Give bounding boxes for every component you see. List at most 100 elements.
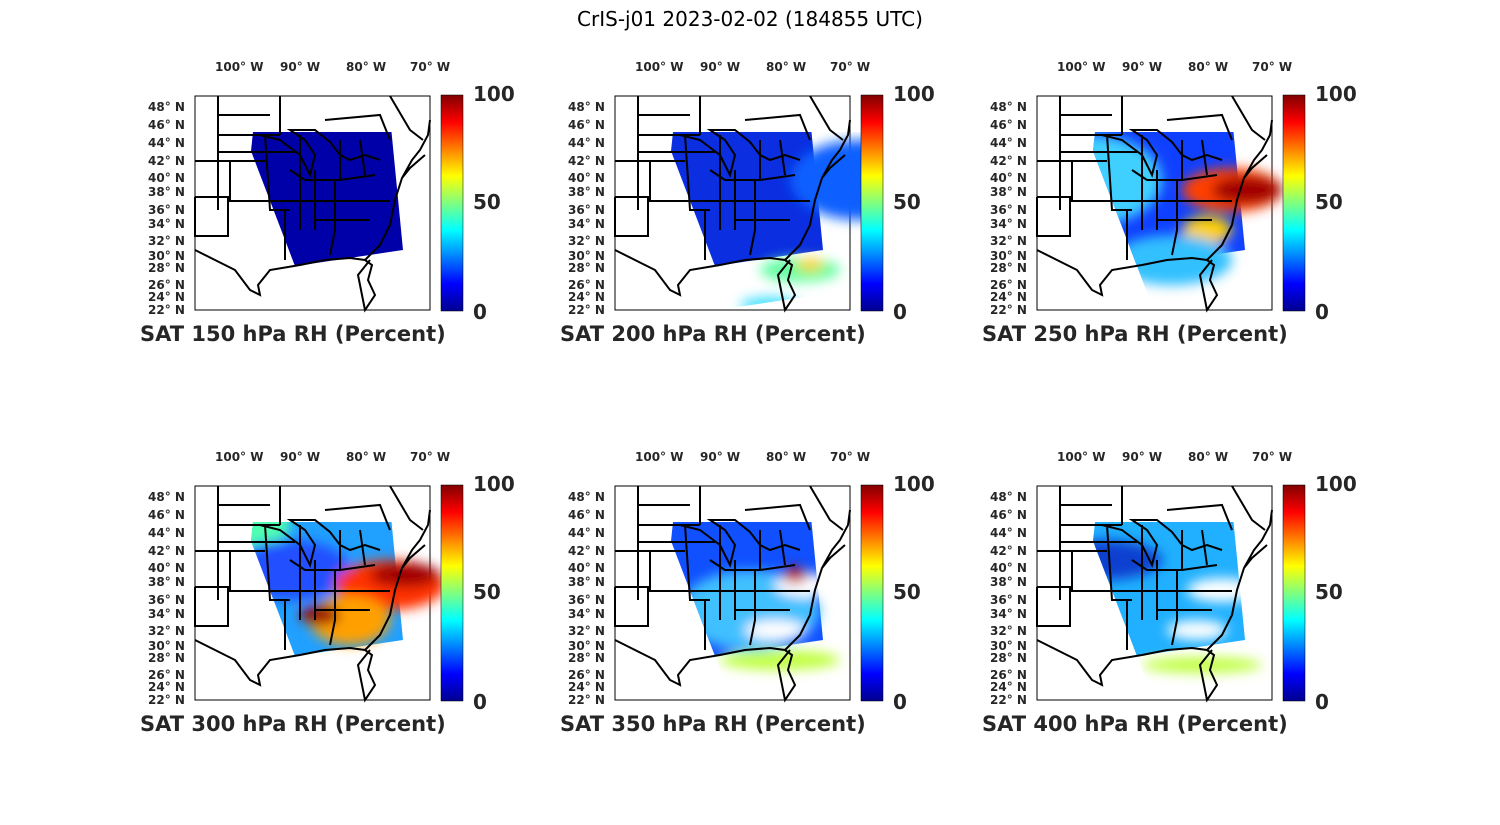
state-borders: [194, 96, 391, 260]
map-plot: [1036, 484, 1306, 703]
lat-tick-label: 24° N: [568, 290, 605, 304]
rh-region: [251, 522, 290, 560]
rh-region: [1093, 135, 1162, 225]
lat-tick-label: 28° N: [990, 651, 1027, 665]
lat-tick-label: 30° N: [568, 639, 605, 653]
lat-tick-label: 34° N: [148, 217, 185, 231]
colorbar-tick-label: 100: [1315, 82, 1357, 106]
panel-title: SAT 200 hPa RH (Percent): [560, 322, 866, 346]
state-boundaries: [194, 95, 431, 313]
lat-tick-label: 48° N: [568, 490, 605, 504]
lon-tick-label: 100° W: [635, 60, 684, 74]
lat-tick-label: 22° N: [148, 693, 185, 707]
colorbar-tick-label: 0: [473, 300, 487, 324]
colorbar-tick-label: 0: [1315, 300, 1329, 324]
lat-tick-label: 36° N: [990, 593, 1027, 607]
lat-tick-label: 30° N: [990, 639, 1027, 653]
lat-tick-label: 34° N: [990, 607, 1027, 621]
colorbar: [1282, 484, 1306, 702]
map-panel-200: 100° W 90° W 80° W 70° W 48° N 46° N 44° N 42° …: [560, 60, 980, 360]
lat-tick-label: 42° N: [148, 154, 185, 168]
lat-tick-label: 26° N: [990, 668, 1027, 682]
lat-tick-label: 30° N: [568, 249, 605, 263]
lat-tick-label: 26° N: [148, 668, 185, 682]
figure-title: CrIS-j01 2023-02-02 (184855 UTC): [577, 7, 923, 31]
lat-tick-label: 40° N: [148, 171, 185, 185]
lat-tick-label: 44° N: [568, 526, 605, 540]
lat-tick-label: 46° N: [148, 508, 185, 522]
colorbar-tick-label: 50: [1315, 580, 1343, 604]
state-borders: [614, 96, 811, 260]
lat-tick-label: 44° N: [148, 136, 185, 150]
lat-tick-label: 46° N: [990, 118, 1027, 132]
lon-tick-label: 70° W: [410, 450, 451, 464]
panel-title: SAT 250 hPa RH (Percent): [982, 322, 1288, 346]
lat-tick-label: 48° N: [568, 100, 605, 114]
lat-tick-label: 26° N: [568, 278, 605, 292]
lat-tick-label: 34° N: [148, 607, 185, 621]
state-boundaries: [1036, 485, 1273, 703]
lat-tick-label: 28° N: [990, 261, 1027, 275]
lat-tick-label: 32° N: [568, 624, 605, 638]
coastline: [194, 95, 431, 313]
lat-tick-label: 42° N: [148, 544, 185, 558]
rh-region: [796, 259, 824, 271]
lat-tick-label: 42° N: [990, 544, 1027, 558]
rh-region: [790, 140, 878, 220]
lat-tick-label: 40° N: [568, 561, 605, 575]
lat-tick-label: 42° N: [568, 544, 605, 558]
lon-tick-label: 80° W: [1188, 60, 1229, 74]
lat-tick-label: 32° N: [148, 234, 185, 248]
lat-tick-label: 28° N: [568, 261, 605, 275]
state-borders: [614, 486, 811, 650]
lat-tick-label: 38° N: [568, 575, 605, 589]
lat-tick-label: 40° N: [990, 171, 1027, 185]
lat-tick-label: 36° N: [148, 593, 185, 607]
map-panel-250: 100° W 90° W 80° W 70° W 48° N 46° N 44° N 42° …: [982, 60, 1402, 360]
map-panel-150: 100° W 90° W 80° W 70° W 48° N 46° N 44° N 42° …: [140, 60, 560, 360]
lat-tick-label: 34° N: [568, 607, 605, 621]
lat-tick-label: 24° N: [568, 680, 605, 694]
lat-tick-label: 28° N: [148, 261, 185, 275]
lat-tick-label: 30° N: [148, 249, 185, 263]
state-borders: [1036, 486, 1233, 650]
coastline: [614, 95, 851, 313]
state-borders: [194, 486, 391, 650]
lat-tick-label: 26° N: [990, 278, 1027, 292]
colorbar-tick-label: 0: [893, 690, 907, 714]
lat-tick-label: 34° N: [568, 217, 605, 231]
lon-tick-label: 90° W: [280, 60, 321, 74]
lat-tick-label: 46° N: [568, 118, 605, 132]
map-panel-300: 100° W 90° W 80° W 70° W 48° N 46° N 44° N 42° …: [140, 450, 560, 750]
map-axes: [614, 485, 851, 703]
lon-tick-label: 80° W: [346, 450, 387, 464]
lon-tick-label: 100° W: [215, 450, 264, 464]
map-plot: [194, 94, 464, 313]
map-axes: [194, 95, 431, 313]
coastline: [194, 485, 431, 703]
lat-tick-label: 48° N: [148, 100, 185, 114]
lat-tick-label: 46° N: [568, 508, 605, 522]
map-axes: [1036, 95, 1282, 313]
lat-tick-label: 36° N: [568, 203, 605, 217]
rh-region: [745, 620, 805, 640]
lon-tick-label: 90° W: [280, 450, 321, 464]
panel-title: SAT 400 hPa RH (Percent): [982, 712, 1288, 736]
lat-tick-label: 38° N: [990, 575, 1027, 589]
state-borders: [1036, 96, 1233, 260]
lon-tick-label: 80° W: [1188, 450, 1229, 464]
map-panel-400: 100° W 90° W 80° W 70° W 48° N 46° N 44° N 42° …: [982, 450, 1402, 750]
lat-tick-label: 48° N: [148, 490, 185, 504]
coastline: [1036, 485, 1273, 703]
map-plot: [194, 484, 464, 703]
colorbar-tick-label: 100: [473, 472, 515, 496]
lat-tick-label: 48° N: [990, 490, 1027, 504]
colorbar-tick-label: 50: [1315, 190, 1343, 214]
map-axes: [194, 485, 445, 703]
lat-tick-label: 22° N: [148, 303, 185, 317]
colorbar-tick-label: 0: [1315, 690, 1329, 714]
map-axes: [1036, 485, 1273, 703]
lon-tick-label: 90° W: [700, 450, 741, 464]
lat-tick-label: 28° N: [568, 651, 605, 665]
panel-title: SAT 350 hPa RH (Percent): [560, 712, 866, 736]
